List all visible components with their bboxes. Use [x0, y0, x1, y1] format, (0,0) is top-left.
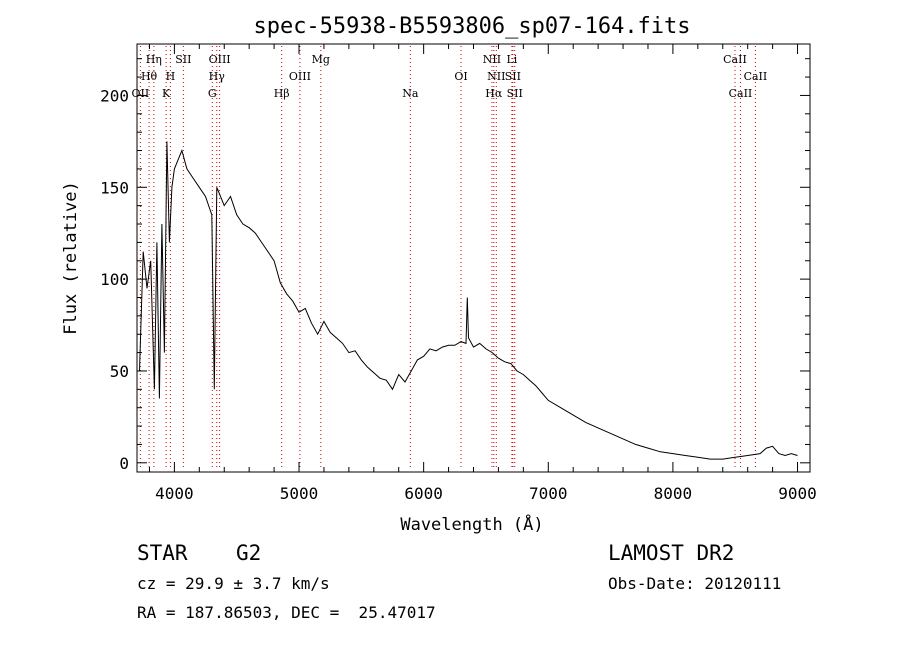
spectral-line-label: NII: [483, 53, 501, 66]
x-tick-label: 6000: [404, 484, 443, 503]
y-tick-label: 0: [119, 454, 129, 473]
x-tick-label: 5000: [280, 484, 319, 503]
spectral-line-label: OIII: [289, 70, 311, 83]
y-axis: 0 50 100 150 200: [100, 58, 810, 473]
observation-date: Obs-Date: 20120111: [608, 574, 782, 593]
x-tick-label: 7000: [529, 484, 568, 503]
object-class: STAR: [137, 541, 188, 565]
spectral-line-label: CaII: [744, 70, 768, 83]
spectral-line-label: Mg: [312, 53, 330, 66]
x-tick-label: 8000: [654, 484, 693, 503]
spectral-line-markers: [139, 46, 756, 470]
survey-name: LAMOST DR2: [608, 541, 735, 565]
spectral-line-label: K: [162, 87, 171, 100]
spectral-line-label: OIII: [209, 53, 231, 66]
spectral-line-label: Hγ: [209, 70, 226, 83]
x-axis: 4000 5000 6000 7000 8000 9000: [148, 44, 817, 503]
y-axis-label: Flux (relative): [61, 181, 81, 335]
plot-frame: [136, 43, 811, 473]
y-tick-label: 200: [100, 86, 129, 105]
spectral-line-label: CaII: [729, 87, 753, 100]
y-tick-label: 150: [100, 178, 129, 197]
object-subclass: G2: [236, 541, 262, 565]
spectral-line-label: OII: [132, 87, 150, 100]
x-tick-label: 4000: [155, 484, 194, 503]
spectral-line-label: CaII: [723, 53, 747, 66]
spectral-line-label: SII: [175, 53, 191, 66]
spectrum-line: [139, 141, 798, 460]
spectral-line-label: Li: [506, 53, 517, 66]
y-tick-label: 100: [100, 270, 129, 289]
spectral-line-label: SII: [505, 70, 521, 83]
y-tick-label: 50: [110, 362, 129, 381]
spectral-line-label: OI: [454, 70, 467, 83]
spectral-line-label: NII: [487, 70, 505, 83]
chart-title: spec-55938-B5593806_sp07-164.fits: [253, 14, 690, 39]
coordinates: RA = 187.86503, DEC = 25.47017: [137, 603, 436, 622]
spectral-line-label: Hα: [485, 87, 503, 100]
spectral-line-label: H: [166, 70, 176, 83]
spectral-line-label: Hη: [146, 53, 162, 66]
spectral-line-label: Hθ: [141, 70, 158, 83]
x-axis-label: Wavelength (Å): [400, 513, 543, 535]
x-tick-label: 9000: [778, 484, 817, 503]
spectral-line-label: Hβ: [274, 87, 290, 100]
redshift-info: cz = 29.9 ± 3.7 km/s: [137, 574, 330, 593]
spectral-line-label: Na: [402, 87, 419, 100]
spectral-line-label: G: [208, 87, 217, 100]
spectral-line-label: SII: [507, 87, 523, 100]
